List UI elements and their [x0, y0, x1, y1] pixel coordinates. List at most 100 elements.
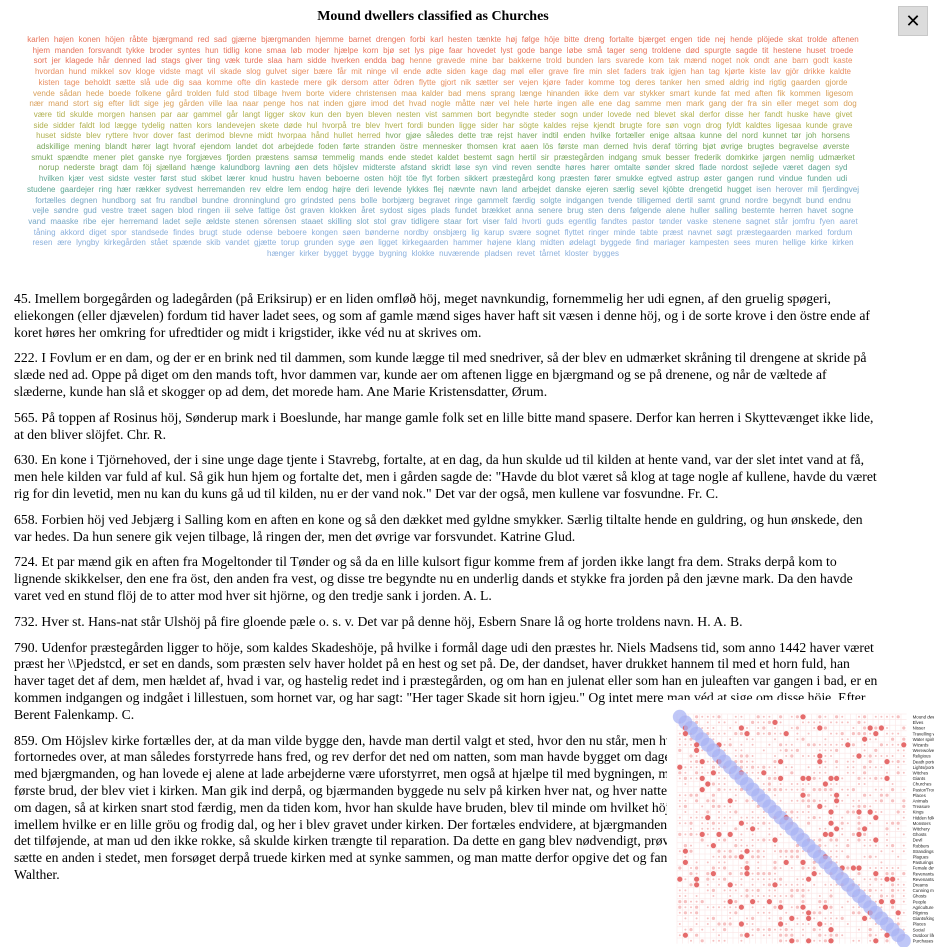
cloud-word[interactable]: pige: [428, 45, 445, 55]
matrix-cell[interactable]: [869, 732, 872, 735]
matrix-cell[interactable]: [751, 816, 754, 819]
cloud-word[interactable]: ligge: [459, 120, 476, 130]
cloud-word[interactable]: ødte: [425, 67, 442, 77]
cloud-word[interactable]: fordum: [827, 227, 853, 237]
matrix-cell[interactable]: [846, 855, 850, 859]
matrix-cell[interactable]: [807, 766, 810, 769]
matrix-cell[interactable]: [885, 872, 889, 876]
cloud-word[interactable]: den: [327, 109, 342, 119]
matrix-cell[interactable]: [806, 775, 812, 781]
matrix-cell[interactable]: [785, 911, 788, 914]
matrix-cell[interactable]: [695, 799, 699, 803]
matrix-cell[interactable]: [902, 928, 905, 931]
cloud-word[interactable]: hugget: [727, 184, 752, 194]
cloud-word[interactable]: hesten: [447, 35, 472, 44]
matrix-cell[interactable]: [684, 766, 687, 769]
matrix-cell[interactable]: [711, 866, 715, 870]
cloud-word[interactable]: bolle: [360, 195, 378, 205]
matrix-cell[interactable]: [801, 737, 805, 741]
matrix-cell[interactable]: [689, 793, 693, 797]
matrix-cell[interactable]: [773, 866, 777, 870]
matrix-cell[interactable]: [869, 839, 872, 841]
cloud-word[interactable]: kaste: [833, 56, 853, 66]
cloud-word[interactable]: naar: [242, 99, 259, 109]
matrix-cell[interactable]: [790, 766, 793, 769]
cloud-word[interactable]: blevne: [229, 131, 253, 141]
cloud-word[interactable]: gangen: [726, 174, 754, 184]
cloud-word[interactable]: hullet: [333, 131, 353, 141]
cloud-word[interactable]: lad: [145, 56, 157, 66]
cloud-word[interactable]: din: [255, 77, 267, 87]
cloud-word[interactable]: trold: [546, 56, 562, 66]
matrix-cell[interactable]: [874, 748, 878, 752]
matrix-cell[interactable]: [857, 821, 861, 825]
cloud-word[interactable]: lærer: [226, 174, 246, 184]
matrix-cell[interactable]: [891, 715, 894, 718]
matrix-cell[interactable]: [834, 775, 840, 781]
cloud-word[interactable]: lös: [542, 142, 554, 152]
cloud-word[interactable]: det: [393, 99, 405, 109]
cloud-word[interactable]: skete: [259, 120, 279, 130]
matrix-cell[interactable]: [706, 917, 709, 920]
cloud-word[interactable]: aftenen: [831, 35, 859, 44]
matrix-cell[interactable]: [774, 727, 776, 729]
cloud-word[interactable]: enige: [649, 131, 670, 141]
cloud-word[interactable]: drengetid: [688, 184, 723, 194]
matrix-cell[interactable]: [800, 714, 806, 720]
matrix-cell[interactable]: [778, 921, 784, 927]
cloud-word[interactable]: hører: [590, 163, 610, 173]
cloud-word[interactable]: jomfru: [792, 216, 815, 226]
matrix-cell[interactable]: [824, 934, 827, 937]
cloud-word[interactable]: blevet: [654, 109, 676, 119]
cloud-word[interactable]: endnu: [828, 195, 851, 205]
matrix-cell[interactable]: [739, 933, 743, 937]
matrix-cell[interactable]: [718, 867, 720, 869]
cloud-word[interactable]: sin: [761, 99, 772, 109]
cloud-word[interactable]: smart: [669, 88, 690, 98]
cloud-word[interactable]: kaldes: [543, 120, 567, 130]
matrix-cell[interactable]: [885, 939, 889, 943]
cloud-word[interactable]: blandt: [105, 142, 127, 152]
matrix-cell[interactable]: [823, 788, 827, 792]
cloud-word[interactable]: öst: [284, 206, 296, 216]
cloud-word[interactable]: hænge: [190, 163, 216, 173]
matrix-cell[interactable]: [701, 766, 704, 769]
matrix-cell[interactable]: [695, 777, 698, 780]
matrix-cell[interactable]: [830, 850, 832, 853]
cloud-word[interactable]: bygget: [323, 249, 348, 259]
matrix-cell[interactable]: [768, 911, 771, 914]
matrix-cell[interactable]: [762, 911, 765, 914]
matrix-cell[interactable]: [851, 911, 855, 915]
cloud-word[interactable]: gro: [284, 195, 296, 205]
matrix-cell[interactable]: [729, 738, 732, 741]
cloud-word[interactable]: endog: [305, 184, 328, 194]
cloud-word[interactable]: brækket: [481, 206, 511, 216]
cloud-word[interactable]: rev: [249, 184, 261, 194]
matrix-cell[interactable]: [886, 755, 888, 757]
cloud-word[interactable]: land: [501, 184, 518, 194]
cloud-word[interactable]: spænde: [172, 238, 202, 248]
cloud-word[interactable]: nogle: [431, 99, 451, 109]
matrix-cell[interactable]: [706, 715, 709, 718]
cloud-word[interactable]: beboerne: [325, 174, 360, 184]
matrix-cell[interactable]: [706, 810, 710, 814]
cloud-word[interactable]: hun: [205, 45, 219, 55]
matrix-cell[interactable]: [812, 776, 816, 780]
matrix-cell[interactable]: [723, 900, 726, 903]
matrix-cell[interactable]: [807, 821, 811, 825]
matrix-cell[interactable]: [690, 766, 692, 769]
cloud-word[interactable]: frederik: [694, 152, 722, 162]
matrix-cell[interactable]: [746, 738, 748, 741]
cloud-word[interactable]: død: [685, 45, 700, 55]
matrix-cell[interactable]: [812, 866, 816, 870]
cloud-word[interactable]: haver: [517, 131, 538, 141]
cloud-word[interactable]: odense: [246, 227, 273, 237]
cloud-word[interactable]: kjørte: [724, 67, 745, 77]
matrix-cell[interactable]: [835, 783, 838, 785]
matrix-cell[interactable]: [863, 749, 866, 752]
cloud-word[interactable]: flade: [699, 163, 717, 173]
matrix-cell[interactable]: [762, 906, 765, 909]
matrix-cell[interactable]: [779, 783, 782, 785]
matrix-cell[interactable]: [678, 738, 681, 741]
matrix-cell[interactable]: [684, 771, 687, 774]
